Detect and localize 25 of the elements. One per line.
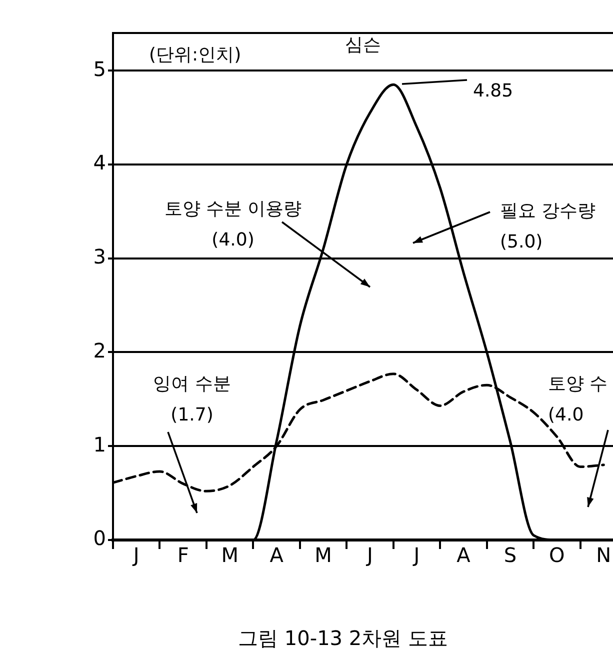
x-tick-label: A [456,543,471,568]
x-tick-label: S [504,543,517,568]
y-tick-label: 0 [93,526,106,550]
x-tick-label: J [412,543,420,568]
x-tick-label: J [131,543,140,568]
x-tick-label: F [177,543,189,568]
y-tick-label: 3 [93,244,106,269]
annotation: 4.85 [473,80,514,102]
x-tick-label: M [314,543,332,568]
y-tick-label: 5 [93,56,106,81]
y-tick-label: 1 [93,432,106,456]
x-tick-label: O [549,543,565,568]
x-tick-label: A [270,543,284,568]
x-tick-label: N [596,543,612,568]
annotation: 토양 수 (4.0 [548,374,608,426]
annotation: 잉여 수분 (1.7) [153,374,231,426]
y-axis-title: (단위:인치) [149,44,242,66]
annotation: 토양 수분 이용량 (4.0) [164,198,302,251]
chart-title: 심슨 [345,34,381,56]
x-tick-label: J [365,543,373,568]
annotation: 필요 강수량 (5.0) [500,200,596,253]
caption: 그림 10-13 2차원 도표 [238,626,448,650]
y-tick-label: 4 [93,150,106,175]
y-tick-label: 2 [93,338,106,362]
x-tick-label: M [221,543,238,568]
